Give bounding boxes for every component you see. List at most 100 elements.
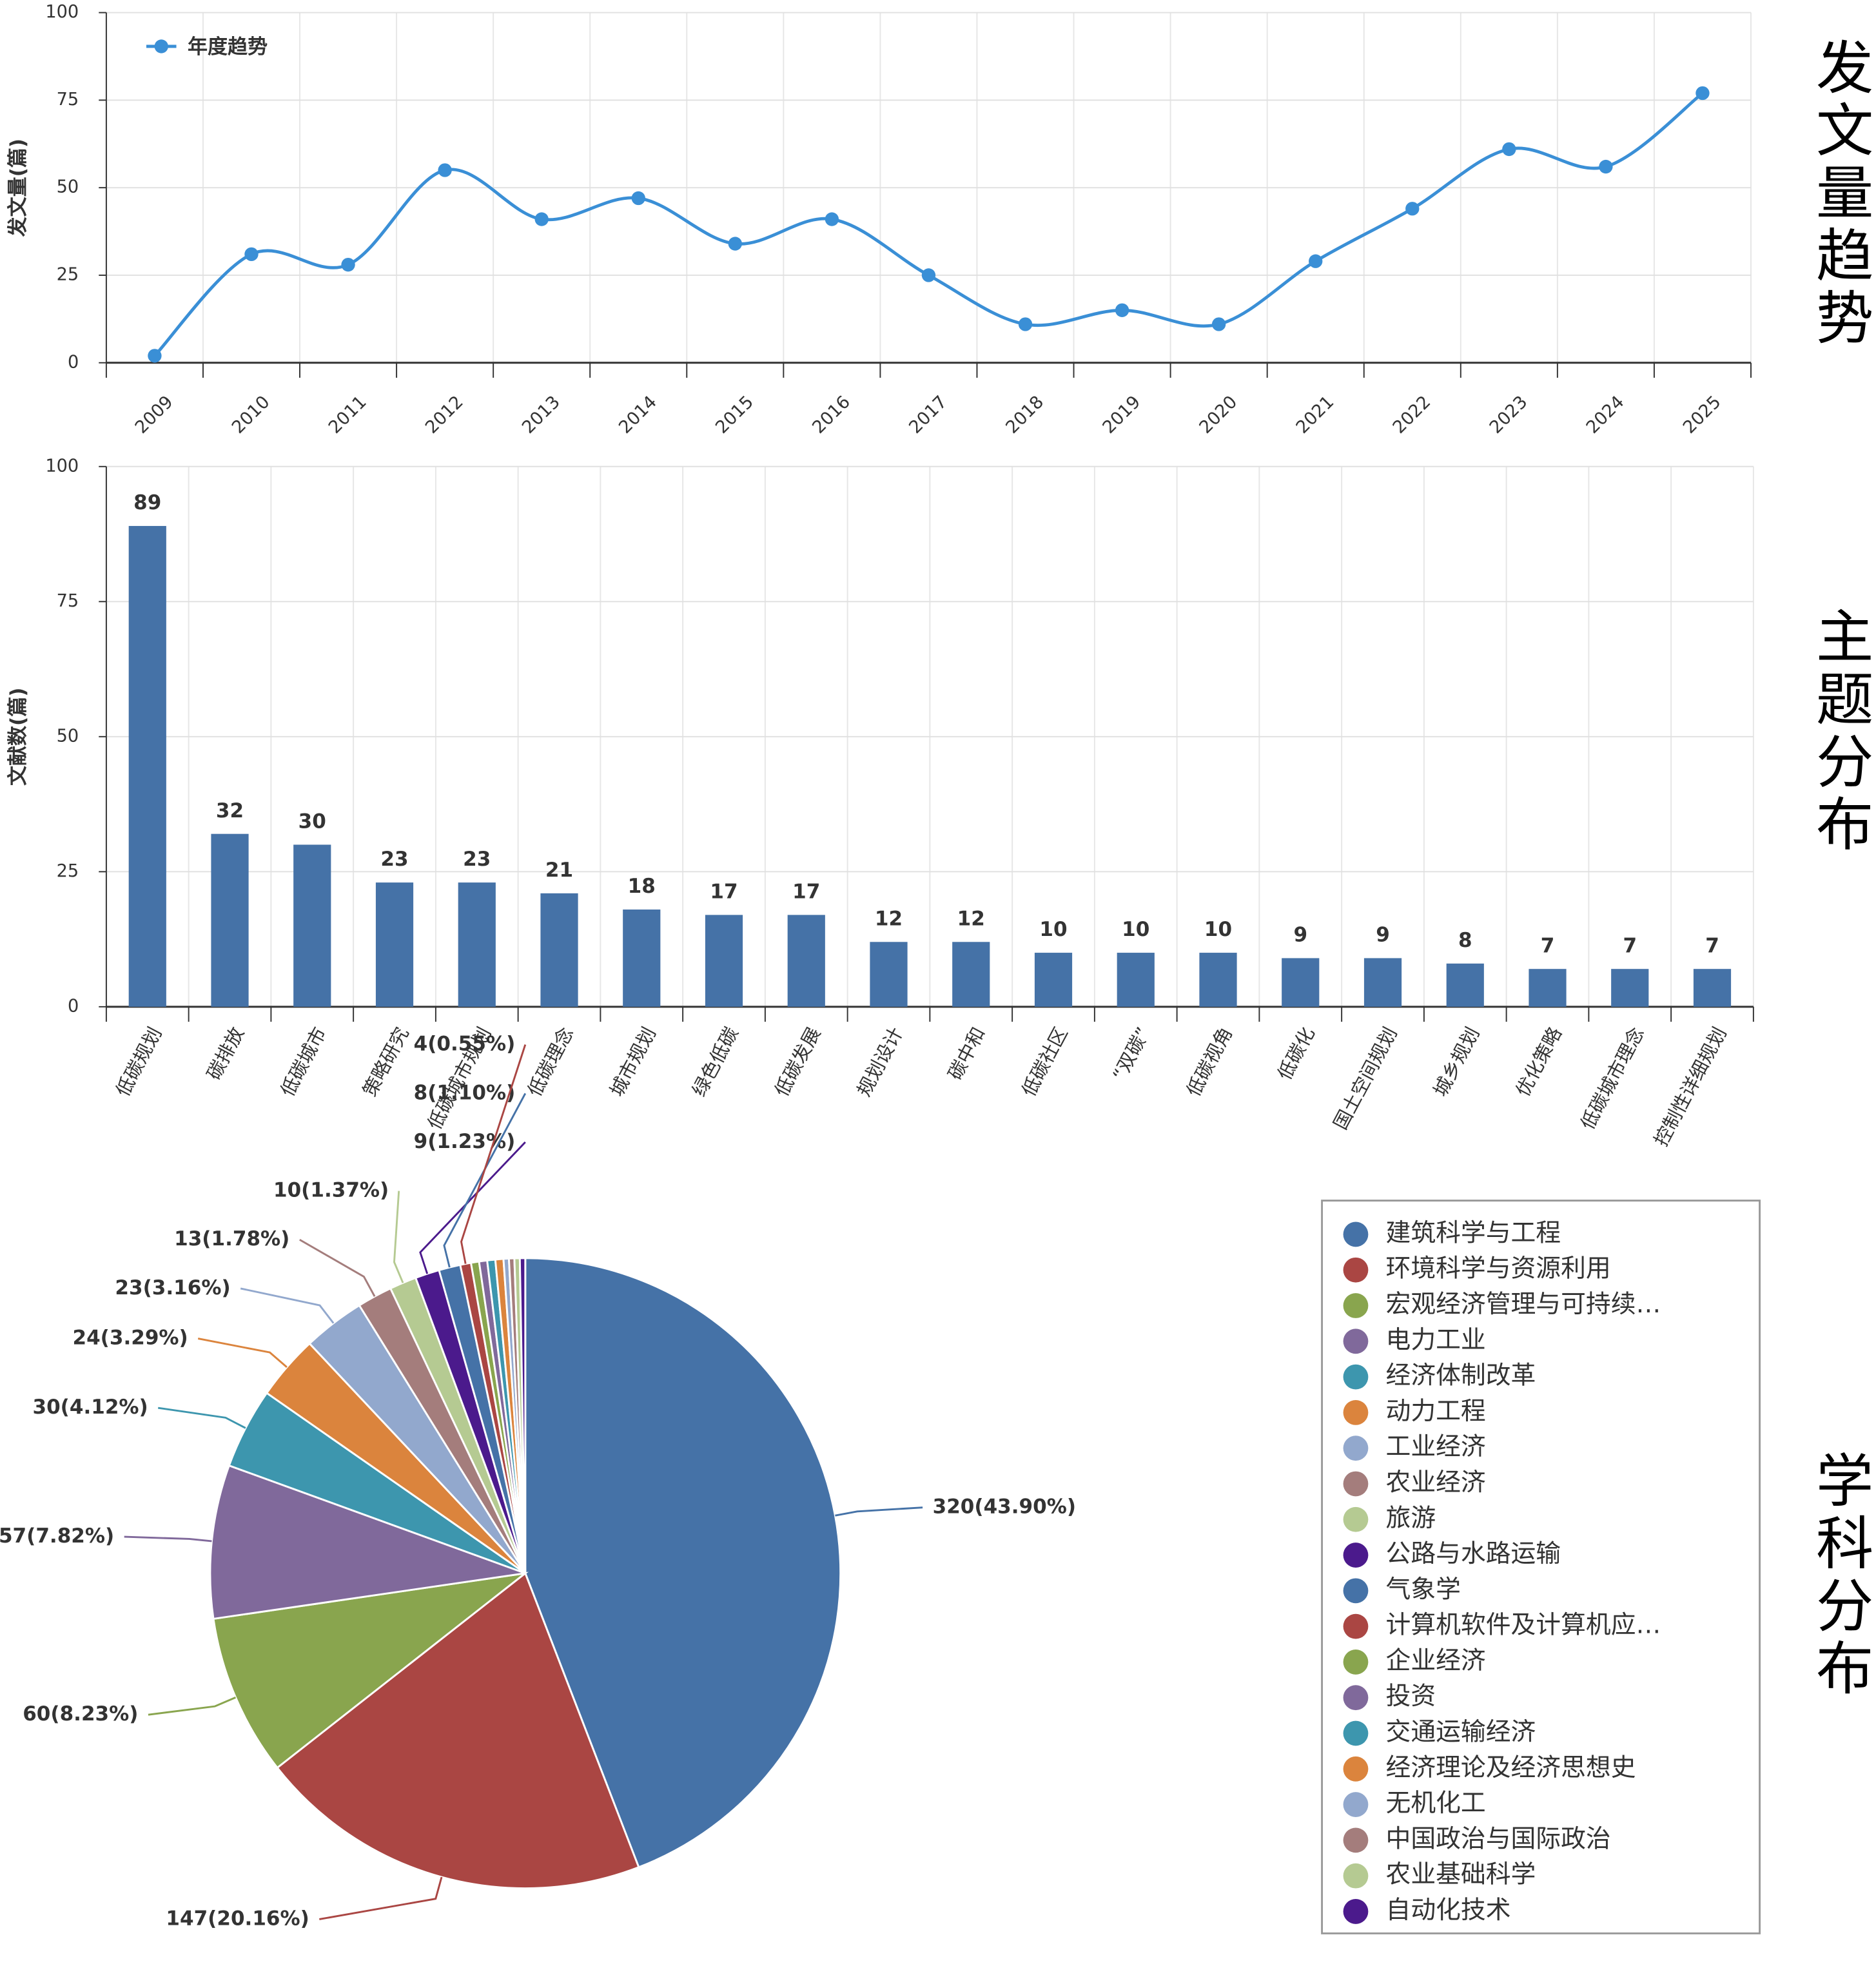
point — [341, 257, 355, 272]
x-tick-label: 2017 — [905, 392, 951, 438]
pie-slice — [518, 1257, 527, 1573]
bar — [1282, 958, 1320, 1007]
x-tick-label: 2020 — [1196, 392, 1242, 438]
legend-marker — [1343, 1899, 1369, 1924]
value-label: 17 — [710, 880, 738, 903]
legend-marker — [1343, 1293, 1369, 1318]
leader-line — [443, 1093, 527, 1268]
value-label: 89 — [133, 491, 161, 514]
point — [825, 212, 839, 226]
leader-line — [158, 1406, 246, 1429]
data-label: 8(1.10%) — [414, 1081, 516, 1104]
legend-marker — [1343, 1436, 1369, 1461]
data-label: 57(7.82%) — [0, 1524, 114, 1548]
point — [1599, 159, 1613, 174]
point — [148, 349, 162, 363]
leader-line — [124, 1535, 212, 1543]
point — [1115, 303, 1129, 317]
value-label: 23 — [463, 848, 491, 871]
x-tick-label: 城乡规划 — [1429, 1024, 1484, 1100]
legend-label: 气象学 — [1386, 1575, 1461, 1604]
x-tick-label: 2011 — [325, 392, 371, 438]
legend-marker — [1343, 1792, 1369, 1817]
bar — [952, 942, 990, 1007]
x-tick-label: “双碳” — [1108, 1024, 1154, 1084]
value-label: 10 — [1204, 918, 1232, 941]
legend-marker — [1343, 1827, 1369, 1853]
legend-marker — [1343, 1650, 1369, 1675]
x-tick-label: 碳中和 — [944, 1024, 990, 1084]
legend-label: 电力工业 — [1386, 1325, 1486, 1354]
legend-label: 工业经济 — [1386, 1432, 1486, 1461]
legend-label: 投资 — [1386, 1682, 1436, 1711]
x-tick-label: 2013 — [518, 392, 564, 438]
legend-marker — [1343, 1329, 1369, 1354]
bar — [1446, 963, 1484, 1007]
point — [921, 268, 936, 282]
legend-label: 经济理论及经济思想史 — [1386, 1753, 1636, 1782]
legend-marker — [1343, 1863, 1369, 1889]
y-tick-label: 50 — [57, 726, 79, 746]
x-tick-label: 规划设计 — [853, 1024, 908, 1100]
legend-label: 中国政治与国际政治 — [1386, 1824, 1611, 1853]
point — [244, 247, 259, 262]
x-tick-label: 2010 — [228, 392, 274, 438]
value-label: 12 — [957, 907, 985, 930]
x-tick-label: 2025 — [1679, 392, 1725, 438]
leader-line — [240, 1287, 335, 1324]
value-label: 9 — [1293, 924, 1307, 947]
value-label: 17 — [792, 880, 820, 903]
x-tick-label: 低碳城市 — [276, 1024, 331, 1100]
section-label: 发文量趋势 — [1806, 37, 1873, 350]
legend-label: 计算机软件及计算机应… — [1386, 1611, 1661, 1640]
leader-line — [148, 1697, 237, 1716]
line — [153, 92, 1704, 357]
legend-label: 农业经济 — [1386, 1468, 1486, 1497]
legend-label: 企业经济 — [1386, 1646, 1486, 1675]
y-tick-label: 100 — [45, 456, 79, 476]
data-label: 9(1.23%) — [414, 1130, 516, 1153]
x-tick-label: 绿色低碳 — [688, 1024, 743, 1100]
legend-marker — [1343, 1613, 1369, 1639]
point — [438, 163, 452, 177]
value-label: 9 — [1376, 924, 1390, 947]
x-tick-label: 低碳规划 — [112, 1024, 166, 1100]
data-label: 13(1.78%) — [174, 1227, 289, 1251]
value-label: 21 — [545, 859, 573, 882]
leader-line — [419, 1141, 526, 1274]
point — [1695, 86, 1710, 101]
y-tick-label: 100 — [45, 2, 79, 22]
x-tick-label: 2016 — [808, 392, 854, 438]
x-tick-label: 低碳城市理念 — [1576, 1024, 1648, 1133]
x-tick-label: 国土空间规划 — [1329, 1024, 1402, 1133]
value-label: 7 — [1705, 934, 1719, 957]
y-axis-label: 发文量(篇) — [6, 139, 30, 238]
legend-marker — [1343, 1221, 1369, 1247]
value-label: 18 — [628, 875, 656, 898]
point — [728, 237, 742, 251]
legend-marker — [1343, 1257, 1369, 1283]
x-tick-label: 2019 — [1099, 392, 1144, 438]
legend-label: 无机化工 — [1386, 1789, 1486, 1818]
x-tick-label: 低碳发展 — [770, 1024, 825, 1100]
legend-label: 环境科学与资源利用 — [1386, 1254, 1611, 1283]
bar — [128, 525, 166, 1007]
data-label: 30(4.12%) — [32, 1396, 148, 1419]
bar — [870, 942, 908, 1007]
x-tick-label: 2012 — [422, 392, 467, 438]
point — [1502, 142, 1516, 157]
legend-marker — [1343, 1578, 1369, 1604]
data-label: 320(43.90%) — [933, 1495, 1076, 1519]
y-tick-label: 0 — [68, 996, 79, 1016]
pie-slice — [209, 1464, 526, 1620]
y-tick-label: 25 — [57, 861, 79, 881]
point — [534, 212, 549, 226]
legend-label: 公路与水路运输 — [1386, 1539, 1561, 1568]
x-tick-label: 优化策略 — [1512, 1024, 1567, 1100]
legend-marker — [1343, 1543, 1369, 1568]
legend-marker — [1343, 1685, 1369, 1711]
x-tick-label: 碳排放 — [202, 1024, 248, 1084]
legend-label: 动力工程 — [1386, 1397, 1486, 1426]
legend-label: 经济体制改革 — [1386, 1361, 1536, 1390]
